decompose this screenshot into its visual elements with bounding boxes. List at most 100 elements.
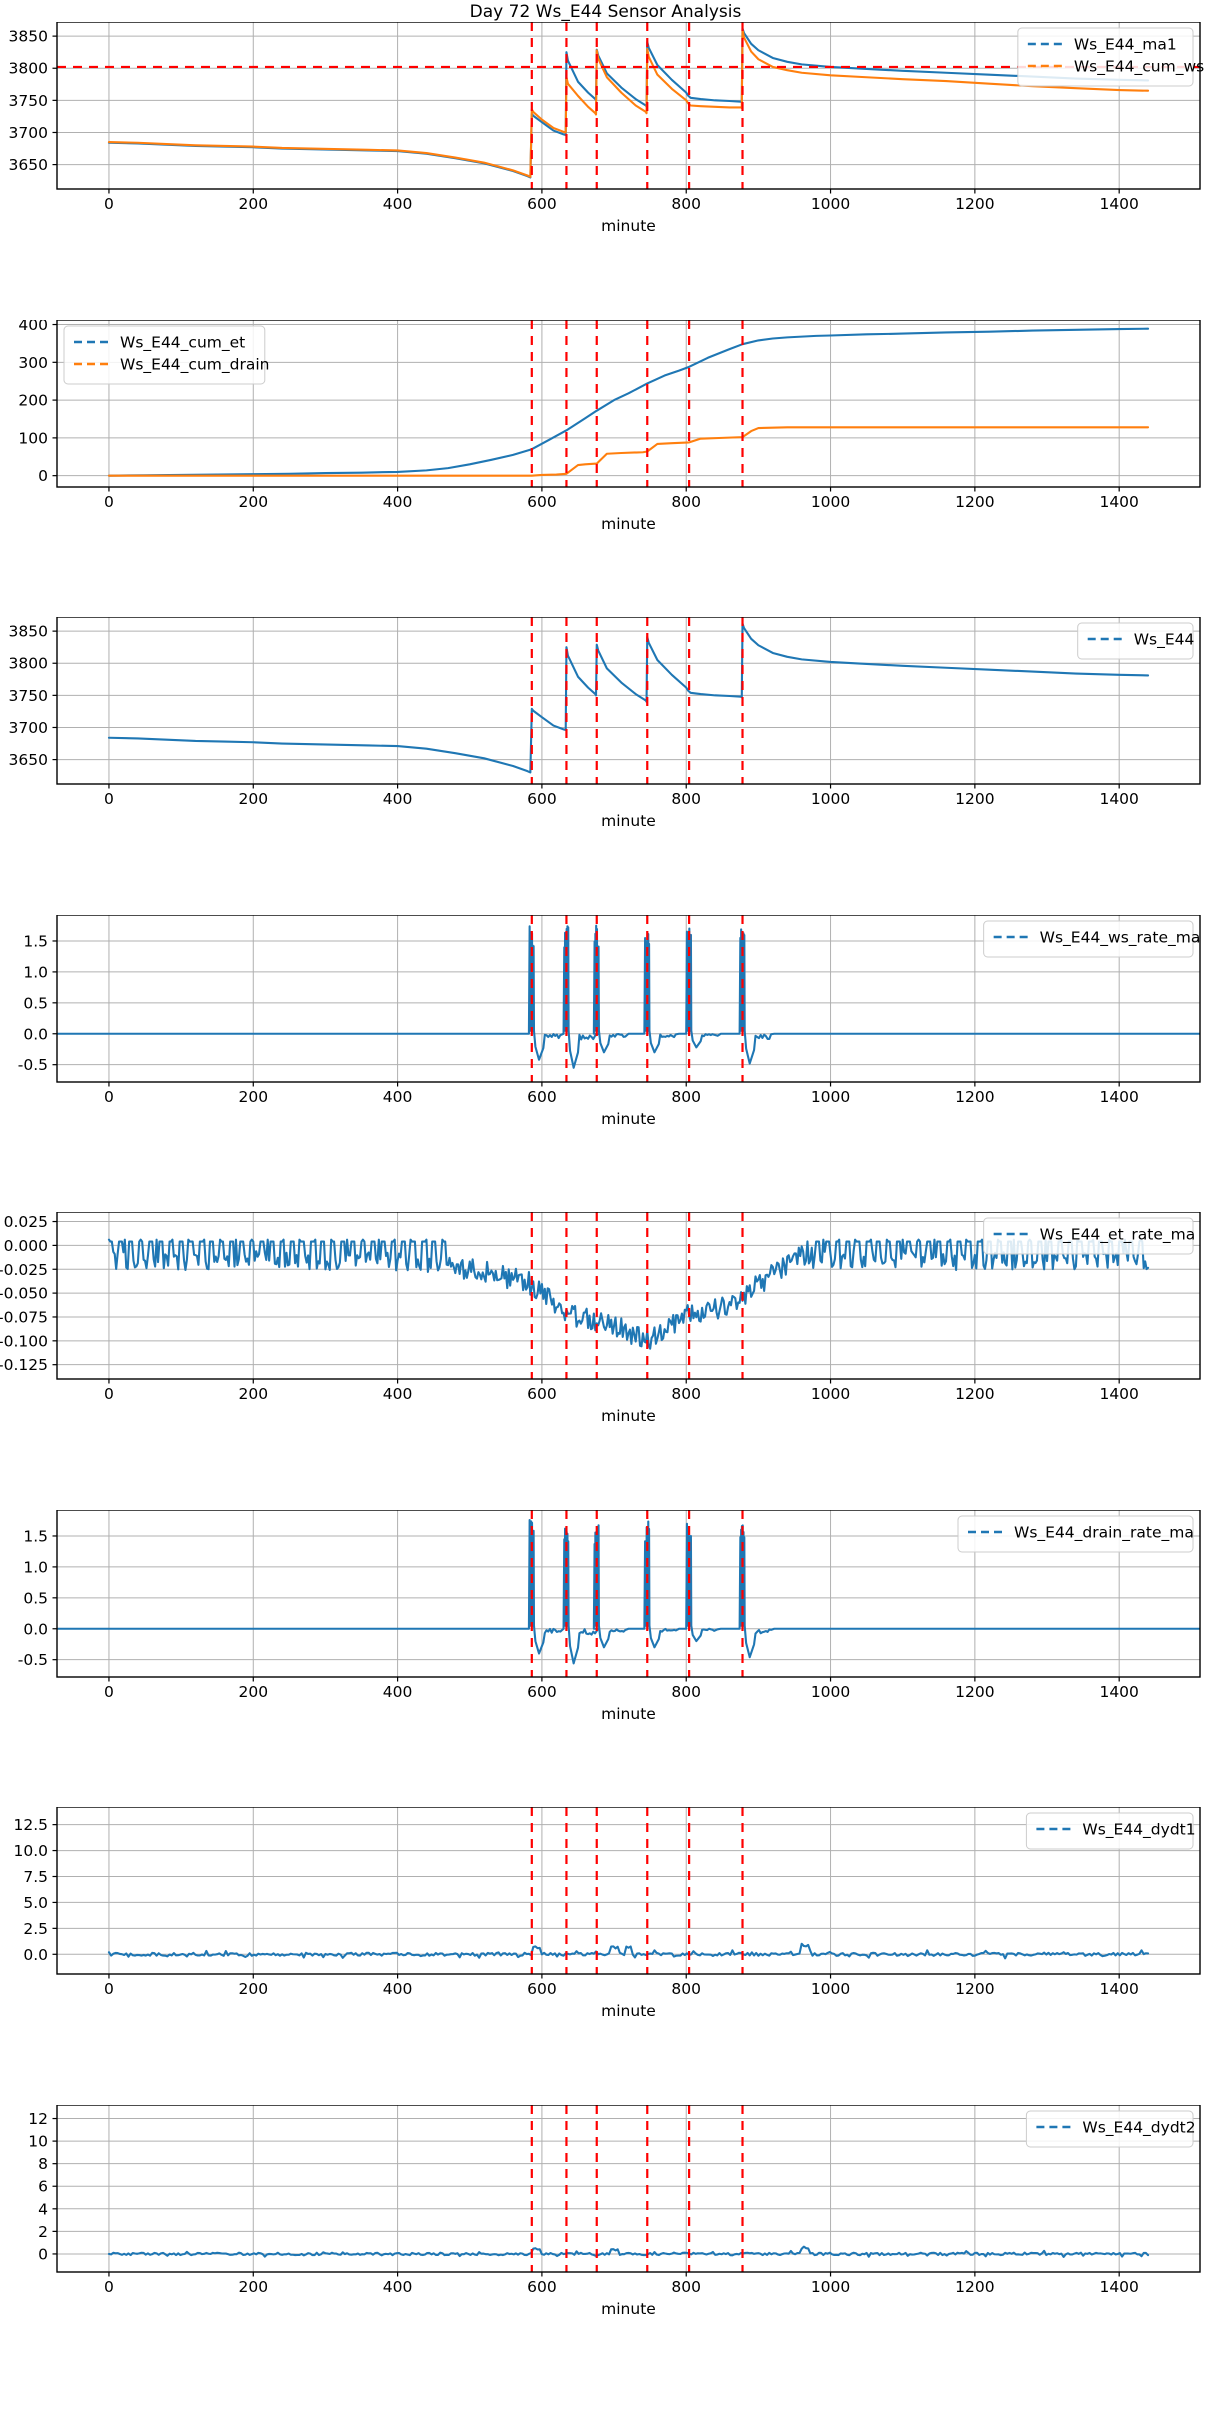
y-axis: 3650 3700 3750 3800 3850	[9, 623, 57, 769]
plot-area	[107, 319, 1150, 487]
legend[interactable]: Ws_E44_dydt1	[1025, 1812, 1196, 1850]
legend[interactable]: Ws_E44_cum_et Ws_E44_cum_drain	[63, 325, 269, 384]
y-tick-label: 0.0	[23, 1620, 48, 1638]
x-tick-label: 1000	[811, 790, 850, 808]
chart-panel-4: 0 200 400 600 800 1000 1200 1400 minute -0.5 0.0 0.…	[0, 914, 1211, 1134]
x-tick-label: 600	[527, 1980, 557, 1998]
x-axis: 0 200 400 600 800 1000 1200 1400 minute	[104, 1974, 1139, 2020]
series-Ws_E44_et_rate_ma	[107, 1238, 1150, 1350]
axes-frame	[56, 22, 1201, 190]
axes-frame	[56, 1509, 1201, 1678]
y-tick-label: 7.5	[23, 1868, 48, 1886]
plot-area	[107, 617, 1150, 784]
x-tick-label: 200	[238, 493, 268, 511]
x-tick-label: 200	[238, 1088, 268, 1106]
x-tick-label: 800	[671, 1385, 701, 1403]
y-axis: 0.0 2.5 5.0 7.5 10.0 12.5	[13, 1816, 57, 1964]
x-tick-label: 1000	[811, 2278, 850, 2296]
legend-label: Ws_E44_drain_rate_ma	[1014, 1523, 1194, 1542]
legend-label: Ws_E44_dydt2	[1082, 2118, 1195, 2137]
x-tick-label: 200	[238, 1385, 268, 1403]
y-axis: -0.125 -0.100 -0.075 -0.050 -0.025 0.000 0.025	[0, 1213, 57, 1374]
legend[interactable]: Ws_E44_et_rate_ma	[983, 1217, 1196, 1255]
chart-panel-6: 0 200 400 600 800 1000 1200 1400 minute -0.5 0.0 0.…	[0, 1509, 1211, 1729]
y-tick-label: 3650	[9, 751, 48, 769]
y-axis: 0 100 200 300 400	[18, 320, 57, 485]
x-tick-label: 1200	[955, 195, 994, 213]
legend-label: Ws_E44_ws_rate_ma	[1040, 928, 1201, 947]
x-tick-label: 1400	[1099, 1683, 1138, 1701]
chart-panel-5: 0 200 400 600 800 1000 1200 1400 minute -0.125 -0.…	[0, 1212, 1211, 1431]
plot-area	[107, 1807, 1150, 1974]
y-tick-label: 10	[28, 2132, 48, 2150]
x-tick-label: 0	[104, 1980, 114, 1998]
x-tick-label: 800	[671, 1683, 701, 1701]
legend-label: Ws_E44	[1134, 631, 1195, 650]
x-tick-label: 1000	[811, 493, 850, 511]
plot-area	[57, 22, 1200, 189]
x-tick-label: 200	[238, 790, 268, 808]
axes-frame	[56, 914, 1201, 1083]
y-tick-label: 3850	[9, 623, 48, 641]
y-tick-label: -0.5	[18, 1056, 48, 1074]
x-tick-label: 0	[104, 1088, 114, 1106]
legend-label: Ws_E44_cum_drain	[120, 355, 269, 374]
x-tick-label: 1200	[955, 493, 994, 511]
x-tick-label: 0	[104, 2278, 114, 2296]
series-Ws_E44_dydt1	[107, 1942, 1150, 1960]
y-tick-label: 100	[18, 429, 48, 447]
x-tick-label: 200	[238, 1683, 268, 1701]
legend[interactable]: Ws_E44_dydt2	[1025, 2110, 1196, 2147]
legend[interactable]: Ws_E44_drain_rate_ma	[957, 1515, 1194, 1552]
x-tick-label: 800	[671, 493, 701, 511]
x-axis-label: minute	[601, 2300, 656, 2318]
x-tick-label: 1000	[811, 1683, 850, 1701]
legend-label: Ws_E44_et_rate_ma	[1040, 1226, 1196, 1245]
legend-label: Ws_E44_ma1	[1074, 36, 1177, 55]
y-tick-label: 5.0	[23, 1894, 48, 1912]
x-tick-label: 400	[383, 1683, 413, 1701]
legend-label: Ws_E44_cum_et	[120, 333, 245, 352]
y-tick-label: 3850	[9, 28, 48, 46]
x-tick-label: 1200	[955, 790, 994, 808]
x-tick-label: 1000	[811, 195, 850, 213]
y-tick-label: -0.100	[0, 1332, 48, 1350]
y-tick-label: 0.0	[23, 1025, 48, 1043]
x-axis-label: minute	[601, 1407, 656, 1425]
x-tick-label: 0	[104, 1683, 114, 1701]
y-tick-label: 0.0	[23, 1946, 48, 1964]
y-tick-label: 3750	[9, 92, 48, 110]
legend[interactable]: Ws_E44_ws_rate_ma	[983, 920, 1201, 957]
legend[interactable]: Ws_E44	[1077, 622, 1195, 660]
x-tick-label: 600	[527, 1385, 557, 1403]
y-tick-label: 6	[38, 2177, 48, 2195]
legend[interactable]: Ws_E44_ma1 Ws_E44_cum_ws	[1017, 27, 1204, 87]
chart-panel-2: 0 200 400 600 800 1000 1200 1400 minute 0 100 200 30…	[0, 319, 1211, 539]
y-axis: 3650 3700 3750 3800 3850	[9, 28, 57, 174]
y-axis: 0 2 4 6 8 10 12	[28, 2110, 57, 2263]
x-tick-label: 600	[527, 2278, 557, 2296]
y-tick-label: 0.025	[4, 1213, 48, 1231]
plot-area	[107, 1212, 1150, 1379]
y-tick-label: 2.5	[23, 1920, 48, 1938]
x-tick-label: 800	[671, 2278, 701, 2296]
x-axis: 0 200 400 600 800 1000 1200 1400 minute	[104, 784, 1139, 830]
x-tick-label: 1400	[1099, 493, 1138, 511]
x-tick-label: 400	[383, 1088, 413, 1106]
plot-area	[57, 1509, 1200, 1677]
x-axis: 0 200 400 600 800 1000 1200 1400 minute	[104, 1676, 1139, 1723]
chart-panel-8: 0 200 400 600 800 1000 1200 1400 minute 0 2 4 6 8 10 12…	[0, 2104, 1211, 2324]
x-axis-label: minute	[601, 2002, 656, 2020]
x-tick-label: 600	[527, 1683, 557, 1701]
x-tick-label: 400	[383, 2278, 413, 2296]
y-tick-label: 0.5	[23, 994, 48, 1012]
y-tick-label: 1.0	[23, 963, 48, 981]
y-tick-label: 10.0	[13, 1842, 48, 1860]
x-tick-label: 1400	[1099, 2278, 1138, 2296]
x-tick-label: 800	[671, 1088, 701, 1106]
series-Ws_E44_cum_et	[107, 327, 1150, 477]
x-tick-label: 1200	[955, 1385, 994, 1403]
x-tick-label: 0	[104, 790, 114, 808]
x-axis: 0 200 400 600 800 1000 1200 1400 minute	[104, 486, 1139, 533]
